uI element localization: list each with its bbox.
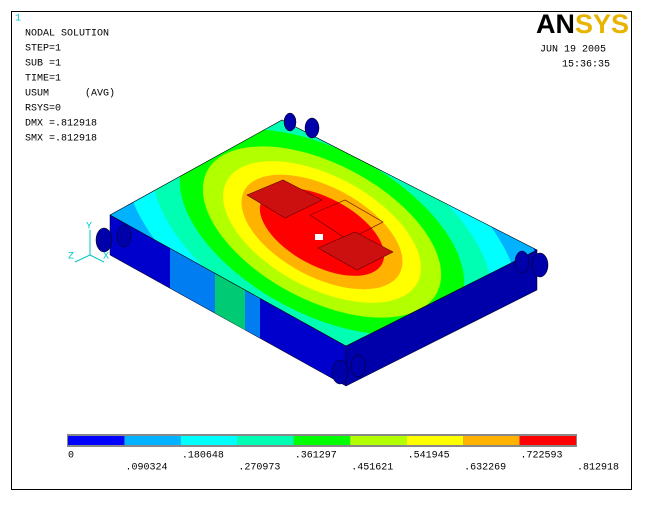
- axis-x: [89, 254, 105, 263]
- axis-label: Z: [68, 252, 74, 263]
- axis-z: [74, 254, 91, 263]
- triad: Y Z X: [68, 222, 109, 263]
- legend-swatch: [180, 436, 238, 445]
- header-line: DMX =.812918: [25, 119, 97, 130]
- hole: [315, 234, 323, 240]
- header-line: TIME=1: [25, 74, 61, 85]
- legend-label: .632269: [464, 463, 506, 474]
- legend-swatch: [350, 436, 407, 445]
- header-line: RSYS=0: [25, 104, 61, 115]
- pad: [309, 199, 384, 241]
- axis-label: Y: [86, 222, 92, 233]
- viewport-frame: [11, 11, 632, 490]
- legend-swatch: [463, 436, 520, 445]
- header-line: NODAL SOLUTION: [25, 29, 109, 40]
- legend-label: .270973: [238, 463, 280, 474]
- legend-label: .090324: [125, 463, 167, 474]
- top-outline: [109, 119, 538, 347]
- viewport-number: 1: [15, 14, 21, 25]
- legend-swatch: [68, 436, 125, 445]
- legend-swatch: [237, 436, 294, 445]
- legend: 0 .090324 .180648 .270973 .361297 .451621 .541…: [67, 434, 619, 474]
- date: JUN 19 2005: [540, 45, 606, 56]
- legend-label: .180648: [182, 451, 224, 462]
- pad: [317, 231, 394, 271]
- supports: [95, 112, 549, 385]
- front-band: [215, 273, 245, 330]
- time: 15:36:35: [562, 60, 610, 71]
- legend-swatch: [406, 436, 464, 445]
- header-text: NODAL SOLUTION STEP=1 SUB =1 TIME=1 USUM (AV…: [25, 29, 115, 145]
- header-line: USUM (AVG): [25, 88, 115, 100]
- pad: [246, 179, 323, 219]
- header-line: STEP=1: [25, 44, 61, 55]
- legend-label: .361297: [295, 451, 337, 462]
- legend-label: 0: [68, 451, 74, 462]
- legend-swatch: [519, 436, 576, 445]
- axis-label: X: [103, 252, 109, 263]
- legend-swatch: [293, 436, 351, 445]
- legend-label: .722593: [521, 451, 563, 462]
- legend-label: .451621: [351, 463, 393, 474]
- legend-label: .541945: [408, 451, 450, 462]
- legend-swatch: [124, 436, 181, 445]
- header-line: SUB =1: [25, 59, 61, 70]
- header-line: SMX =.812918: [25, 134, 97, 145]
- ansys-logo: ANSYS: [536, 9, 629, 39]
- legend-label: .812918: [577, 463, 619, 474]
